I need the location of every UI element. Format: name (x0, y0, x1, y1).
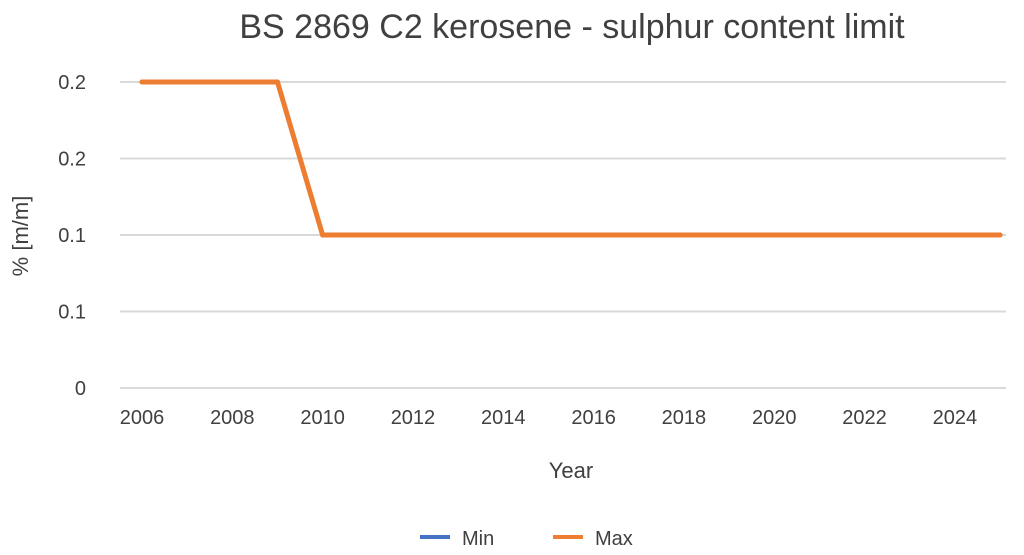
x-tick-label: 2006 (120, 407, 165, 429)
y-tick-label: 0.2 (58, 72, 86, 94)
series-line-max (139, 79, 1003, 238)
x-tick-label: 2022 (842, 407, 887, 429)
y-tick-label: 0.1 (58, 302, 86, 324)
plot-area (139, 79, 1003, 238)
legend-item-min[interactable]: Min (420, 528, 494, 550)
y-tick-label: 0 (75, 378, 86, 400)
x-tick-label: 2024 (933, 407, 978, 429)
legend-item-max[interactable]: Max (553, 528, 633, 550)
y-tick-label: 0.1 (58, 225, 86, 247)
x-tick-label: 2014 (481, 407, 526, 429)
chart-title: BS 2869 C2 kerosene - sulphur content li… (239, 8, 905, 46)
data-point (997, 232, 1003, 238)
x-tick-label: 2016 (571, 407, 616, 429)
x-axis: 2006 2008 2010 2012 2014 2016 2018 2020 2022 2024 (120, 407, 977, 429)
x-tick-label: 2010 (300, 407, 345, 429)
legend: Min Max (420, 528, 633, 550)
data-point (320, 232, 326, 238)
y-axis-label: % [m/m] (8, 196, 33, 277)
data-point (274, 79, 280, 85)
legend-label: Max (595, 528, 633, 550)
x-tick-label: 2018 (662, 407, 707, 429)
y-axis: 0 0.1 0.1 0.2 0.2 (58, 72, 86, 400)
legend-label: Min (462, 528, 494, 550)
x-axis-label: Year (549, 458, 593, 483)
x-tick-label: 2008 (210, 407, 255, 429)
y-tick-label: 0.2 (58, 149, 86, 171)
data-point (139, 79, 145, 85)
x-tick-label: 2020 (752, 407, 797, 429)
x-tick-label: 2012 (391, 407, 436, 429)
